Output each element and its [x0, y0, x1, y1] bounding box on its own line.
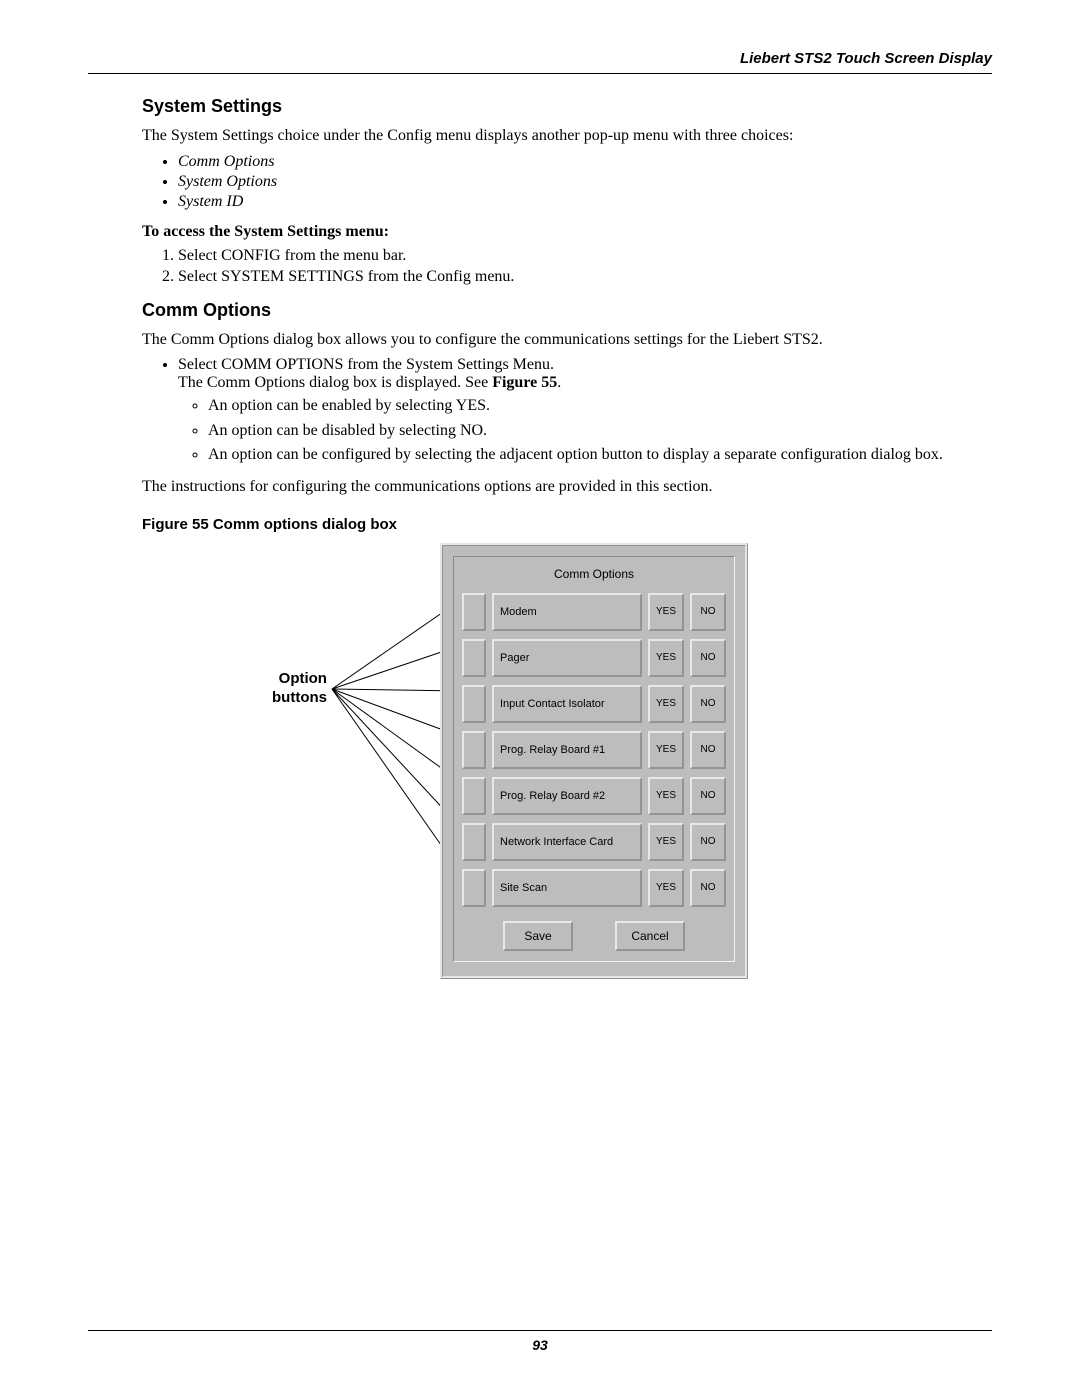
yes-button[interactable]: YES: [648, 869, 684, 907]
option-row: Network Interface CardYESNO: [462, 823, 726, 861]
dialog-actions: Save Cancel: [462, 921, 726, 951]
page-content: System Settings The System Settings choi…: [88, 96, 992, 1033]
option-row: Input Contact IsolatorYESNO: [462, 685, 726, 723]
yes-button[interactable]: YES: [648, 731, 684, 769]
option-label: Prog. Relay Board #2: [492, 777, 642, 815]
option-label: Pager: [492, 639, 642, 677]
option-label: Site Scan: [492, 869, 642, 907]
no-button[interactable]: NO: [690, 593, 726, 631]
list-item: System ID: [178, 193, 992, 211]
callout-label: Option buttons: [272, 669, 327, 708]
yes-button[interactable]: YES: [648, 593, 684, 631]
no-button[interactable]: NO: [690, 685, 726, 723]
comm-options-dialog: Comm Options ModemYESNOPagerYESNOInput C…: [440, 543, 748, 979]
page-footer: 93: [88, 1330, 992, 1353]
option-label: Modem: [492, 593, 642, 631]
list-item: System Options: [178, 173, 992, 191]
yes-button[interactable]: YES: [648, 685, 684, 723]
list-item: Select COMM OPTIONS from the System Sett…: [178, 356, 992, 466]
comm-options-intro: The Comm Options dialog box allows you t…: [142, 329, 992, 351]
save-button[interactable]: Save: [503, 921, 573, 951]
option-button[interactable]: [462, 823, 486, 861]
figure-caption: Figure 55 Comm options dialog box: [142, 516, 992, 533]
comm-options-sub-list: An option can be enabled by selecting YE…: [178, 395, 992, 466]
option-label: Input Contact Isolator: [492, 685, 642, 723]
option-label: Prog. Relay Board #1: [492, 731, 642, 769]
option-button[interactable]: [462, 777, 486, 815]
dialog-inner: Comm Options ModemYESNOPagerYESNOInput C…: [453, 556, 735, 962]
option-button[interactable]: [462, 869, 486, 907]
list-item: Select CONFIG from the menu bar.: [178, 247, 992, 265]
option-row: ModemYESNO: [462, 593, 726, 631]
list-item: Comm Options: [178, 153, 992, 171]
option-row: Prog. Relay Board #1YESNO: [462, 731, 726, 769]
no-button[interactable]: NO: [690, 777, 726, 815]
dialog-rows: ModemYESNOPagerYESNOInput Contact Isolat…: [462, 593, 726, 907]
page-header: Liebert STS2 Touch Screen Display: [88, 50, 992, 74]
list-item: An option can be configured by selecting…: [208, 444, 992, 466]
header-title: Liebert STS2 Touch Screen Display: [740, 50, 992, 67]
list-item: An option can be enabled by selecting YE…: [208, 395, 992, 417]
comm-options-heading: Comm Options: [142, 300, 992, 321]
option-row: PagerYESNO: [462, 639, 726, 677]
comm-options-main-list: Select COMM OPTIONS from the System Sett…: [142, 356, 992, 466]
access-steps: Select CONFIG from the menu bar. Select …: [142, 247, 992, 286]
option-button[interactable]: [462, 593, 486, 631]
no-button[interactable]: NO: [690, 869, 726, 907]
system-settings-heading: System Settings: [142, 96, 992, 117]
yes-button[interactable]: YES: [648, 777, 684, 815]
list-item: An option can be disabled by selecting N…: [208, 420, 992, 442]
yes-button[interactable]: YES: [648, 639, 684, 677]
access-subheading: To access the System Settings menu:: [142, 223, 992, 241]
cancel-button[interactable]: Cancel: [615, 921, 685, 951]
no-button[interactable]: NO: [690, 731, 726, 769]
comm-options-closing: The instructions for configuring the com…: [142, 476, 992, 498]
option-button[interactable]: [462, 731, 486, 769]
dialog-title: Comm Options: [462, 567, 726, 581]
option-label: Network Interface Card: [492, 823, 642, 861]
system-settings-bullets: Comm Options System Options System ID: [142, 153, 992, 211]
no-button[interactable]: NO: [690, 639, 726, 677]
option-button[interactable]: [462, 685, 486, 723]
system-settings-intro: The System Settings choice under the Con…: [142, 125, 992, 147]
page-number: 93: [532, 1337, 548, 1353]
option-row: Site ScanYESNO: [462, 869, 726, 907]
list-item: Select SYSTEM SETTINGS from the Config m…: [178, 268, 992, 286]
option-button[interactable]: [462, 639, 486, 677]
no-button[interactable]: NO: [690, 823, 726, 861]
figure-area: Option buttons Comm Options ModemYESNOPa…: [142, 543, 992, 1033]
yes-button[interactable]: YES: [648, 823, 684, 861]
option-row: Prog. Relay Board #2YESNO: [462, 777, 726, 815]
